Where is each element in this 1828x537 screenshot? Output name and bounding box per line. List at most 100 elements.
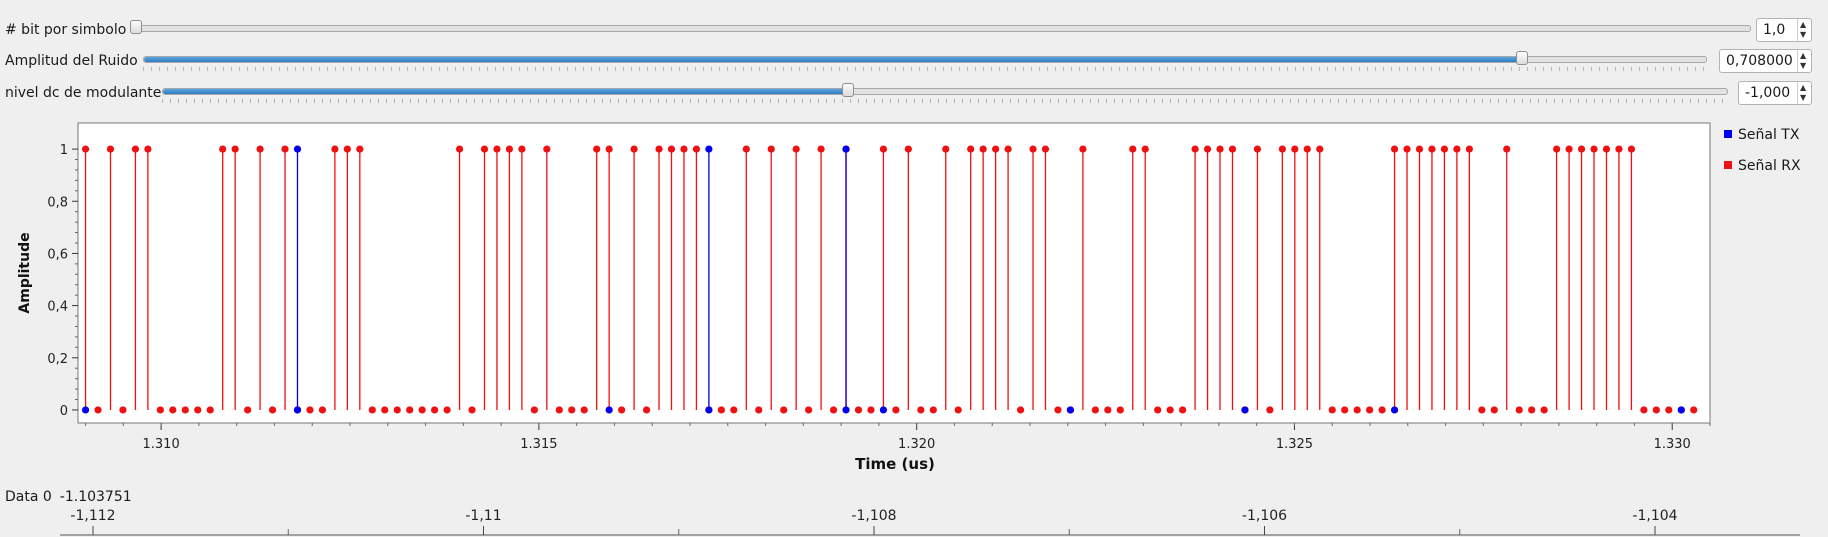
rx-point [1253,145,1262,153]
y-tick-label: 0,2 [47,352,68,367]
y-tick-label: 0,6 [47,247,68,262]
rx-point [543,145,551,153]
plot-canvas [77,122,1711,424]
rx-point [443,406,451,414]
rx-point [929,406,937,414]
spin-up-icon[interactable]: ▲ [1800,20,1807,29]
rx-point [1640,406,1648,414]
rx-point [106,145,115,153]
dc-level-row: nivel dc de modulante -1,000 ▲ ▼ [0,78,1828,108]
bits-per-symbol-slider[interactable] [131,25,1751,32]
noise-amplitude-value: 0,708000 [1726,53,1793,69]
rx-point [493,145,501,153]
rx-point [1154,406,1162,414]
rx-point [505,145,514,153]
dc-level-slider[interactable] [162,88,1728,95]
rx-point [356,145,364,153]
noise-amplitude-spinbox[interactable]: 0,708000 ▲ ▼ [1719,49,1812,73]
rx-point [1228,145,1237,153]
x-tick-label: 1.315 [520,437,557,452]
legend-tx[interactable]: Señal TX [1724,127,1799,143]
rx-point [144,145,152,153]
noise-amplitude-label: Amplitud del Ruido [5,53,138,69]
tx-point [705,145,713,153]
rx-point [1266,406,1274,414]
legend-rx[interactable]: Señal RX [1724,158,1801,174]
rx-point [1041,145,1050,153]
bits-per-symbol-handle[interactable] [130,20,142,34]
y-tick-label: 0 [60,404,68,419]
rx-point [1016,406,1025,414]
rx-point [1029,145,1037,153]
x-tick-label: 1.330 [1654,437,1691,452]
rx-point [755,406,763,414]
tx-point [842,145,850,153]
rx-point [1453,145,1461,153]
rx-point [169,406,177,414]
time-domain-plot[interactable]: 00,20,40,60,811.310 1.315 1.320 1.325 1.330 … [0,118,1828,478]
rx-point [1129,145,1137,153]
spin-up-icon[interactable]: ▲ [1800,83,1807,92]
rx-point [518,145,526,153]
spin-up-icon[interactable]: ▲ [1800,51,1807,60]
x-tick-label: 1.320 [898,437,935,452]
rx-point [1091,406,1099,414]
rx-point [1577,145,1586,153]
rx-point [368,406,376,414]
rx-point [1665,406,1673,414]
spin-down-icon[interactable]: ▼ [1800,93,1807,102]
bottom-tick-label: -1,106 [1242,508,1287,524]
rx-point [1366,406,1374,414]
bits-per-symbol-row: # bit por simbolo 1,0 ▲ ▼ [0,15,1828,45]
rx-point [119,406,127,414]
rx-point [979,145,987,153]
rx-point [1503,145,1511,153]
rx-point [605,145,613,153]
rx-point [1166,406,1174,414]
rx-point [879,145,888,153]
spin-down-icon[interactable]: ▼ [1800,61,1807,70]
bottom-tick-label: -1,108 [851,508,896,524]
rx-point [231,145,239,153]
rx-point [967,145,975,153]
bottom-tick-label: -1,112 [70,508,115,524]
rx-point [530,406,538,414]
rx-point [343,145,351,153]
rx-point [331,145,339,153]
rx-point [194,406,202,414]
rx-point [1079,145,1087,153]
rx-point [1590,145,1598,153]
rx-point [1054,406,1062,414]
rx-point [1004,145,1012,153]
y-tick-label: 1 [60,143,68,158]
rx-point [1104,406,1112,414]
rx-point [593,145,601,153]
bottom-axis: -1,112 -1,11 -1,108 -1,106 -1,104 [60,508,1800,536]
legend-rx-label: Señal RX [1738,158,1801,174]
data-readout-name: Data 0 [5,489,52,505]
tx-point [842,406,850,414]
rx-point [268,406,277,414]
data-readout: Data 0 -1.103751 [5,489,140,505]
rx-point [1515,406,1523,414]
rx-point [1440,145,1449,153]
bits-per-symbol-spinbox[interactable]: 1,0 ▲ ▼ [1756,18,1812,42]
rx-point [219,145,227,153]
rx-point [406,406,414,414]
spin-down-icon[interactable]: ▼ [1800,30,1807,39]
noise-amplitude-handle[interactable] [1516,51,1528,65]
rx-point [256,145,264,153]
rx-point [817,145,825,153]
rx-point [81,145,90,153]
tx-point [705,406,713,414]
rx-point [829,406,838,414]
tx-point [1390,406,1399,414]
rx-point [792,145,800,153]
rx-point [767,145,775,153]
dc-level-spinbox[interactable]: -1,000 ▲ ▼ [1738,81,1812,105]
rx-point [1553,145,1561,153]
tx-point [1066,406,1075,414]
dc-level-handle[interactable] [842,83,854,97]
noise-amplitude-slider[interactable] [143,56,1707,63]
rx-point [580,406,588,414]
